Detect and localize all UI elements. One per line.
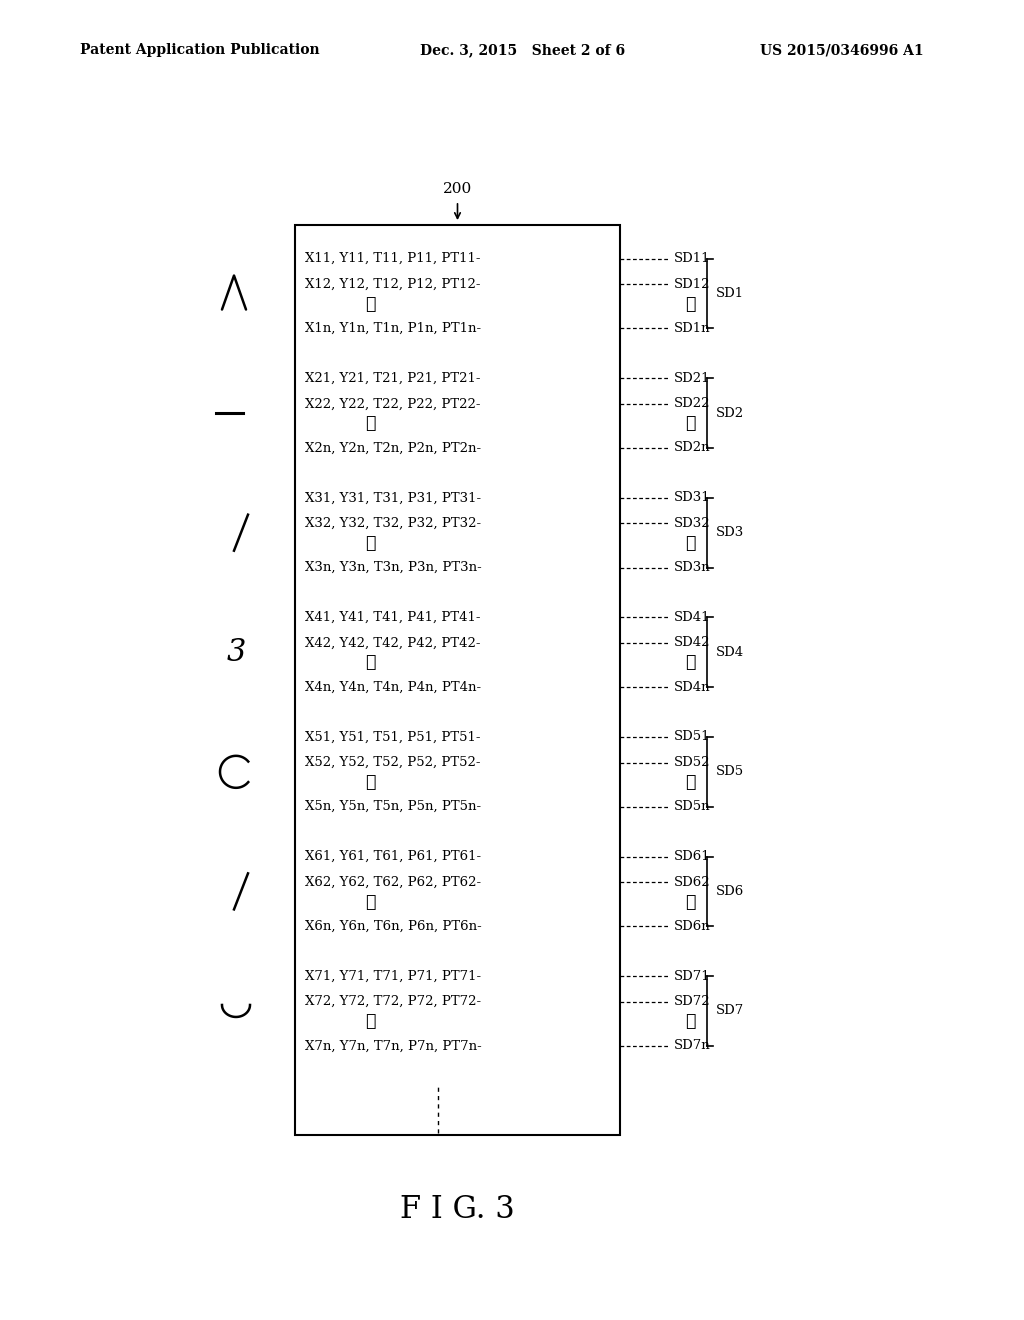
Text: X7n, Y7n, T7n, P7n, PT7n-: X7n, Y7n, T7n, P7n, PT7n- [305,1039,481,1052]
Text: X61, Y61, T61, P61, PT61-: X61, Y61, T61, P61, PT61- [305,850,481,863]
Text: US 2015/0346996 A1: US 2015/0346996 A1 [760,44,924,57]
Text: SD12: SD12 [674,277,711,290]
Text: X11, Y11, T11, P11, PT11-: X11, Y11, T11, P11, PT11- [305,252,480,265]
Text: ⋮: ⋮ [365,655,375,672]
Text: SD7: SD7 [716,1005,744,1018]
Text: X12, Y12, T12, P12, PT12-: X12, Y12, T12, P12, PT12- [305,277,480,290]
Text: X41, Y41, T41, P41, PT41-: X41, Y41, T41, P41, PT41- [305,611,480,624]
Text: ⋮: ⋮ [685,535,695,552]
Text: SD2: SD2 [716,407,744,420]
Text: SD51: SD51 [674,730,711,743]
Text: ⋮: ⋮ [685,774,695,791]
Text: F I G. 3: F I G. 3 [400,1195,515,1225]
Text: ⋮: ⋮ [365,1014,375,1030]
Text: X22, Y22, T22, P22, PT22-: X22, Y22, T22, P22, PT22- [305,397,480,411]
Text: 3: 3 [226,636,246,668]
Text: SD4: SD4 [716,645,744,659]
Text: SD3: SD3 [716,527,744,539]
Text: X71, Y71, T71, P71, PT71-: X71, Y71, T71, P71, PT71- [305,970,481,982]
Text: SD42: SD42 [674,636,711,649]
Text: SD72: SD72 [674,995,711,1008]
Text: SD41: SD41 [674,611,711,624]
Text: SD71: SD71 [674,970,711,982]
Text: SD31: SD31 [674,491,711,504]
Text: SD6n: SD6n [674,920,711,933]
Text: X21, Y21, T21, P21, PT21-: X21, Y21, T21, P21, PT21- [305,372,480,384]
Text: ⋮: ⋮ [685,894,695,911]
Text: SD1: SD1 [716,286,744,300]
Text: ⋮: ⋮ [685,1014,695,1030]
Text: X31, Y31, T31, P31, PT31-: X31, Y31, T31, P31, PT31- [305,491,481,504]
Text: SD6: SD6 [716,884,744,898]
Text: X4n, Y4n, T4n, P4n, PT4n-: X4n, Y4n, T4n, P4n, PT4n- [305,681,481,693]
Text: SD62: SD62 [674,875,711,888]
Text: Patent Application Publication: Patent Application Publication [80,44,319,57]
Text: ⋮: ⋮ [365,535,375,552]
Text: ⋮: ⋮ [365,416,375,432]
Text: SD61: SD61 [674,850,711,863]
Text: X5n, Y5n, T5n, P5n, PT5n-: X5n, Y5n, T5n, P5n, PT5n- [305,800,481,813]
Bar [295,224,620,1135]
Text: SD3n: SD3n [674,561,711,574]
Text: X32, Y32, T32, P32, PT32-: X32, Y32, T32, P32, PT32- [305,517,481,529]
Text: SD4n: SD4n [674,681,711,693]
Text: SD5n: SD5n [674,800,711,813]
Text: ⋮: ⋮ [685,655,695,672]
Text: ⋮: ⋮ [365,894,375,911]
Text: ⋮: ⋮ [685,296,695,313]
Text: 200: 200 [442,182,472,195]
Text: ⋮: ⋮ [685,416,695,432]
Text: X3n, Y3n, T3n, P3n, PT3n-: X3n, Y3n, T3n, P3n, PT3n- [305,561,481,574]
Text: X6n, Y6n, T6n, P6n, PT6n-: X6n, Y6n, T6n, P6n, PT6n- [305,920,481,933]
Text: SD21: SD21 [674,372,711,384]
Text: X72, Y72, T72, P72, PT72-: X72, Y72, T72, P72, PT72- [305,995,481,1008]
Text: X42, Y42, T42, P42, PT42-: X42, Y42, T42, P42, PT42- [305,636,480,649]
Text: SD1n: SD1n [674,322,711,335]
Text: X1n, Y1n, T1n, P1n, PT1n-: X1n, Y1n, T1n, P1n, PT1n- [305,322,481,335]
Text: SD52: SD52 [674,756,711,770]
Text: SD7n: SD7n [674,1039,711,1052]
Text: X62, Y62, T62, P62, PT62-: X62, Y62, T62, P62, PT62- [305,875,481,888]
Text: SD22: SD22 [674,397,711,411]
Text: X52, Y52, T52, P52, PT52-: X52, Y52, T52, P52, PT52- [305,756,480,770]
Text: SD2n: SD2n [674,441,711,454]
Text: ⋮: ⋮ [365,296,375,313]
Text: X51, Y51, T51, P51, PT51-: X51, Y51, T51, P51, PT51- [305,730,480,743]
Text: SD32: SD32 [674,517,711,529]
Text: SD11: SD11 [674,252,711,265]
Text: Dec. 3, 2015   Sheet 2 of 6: Dec. 3, 2015 Sheet 2 of 6 [420,44,625,57]
Text: X2n, Y2n, T2n, P2n, PT2n-: X2n, Y2n, T2n, P2n, PT2n- [305,441,481,454]
Text: SD5: SD5 [716,766,744,779]
Text: ⋮: ⋮ [365,774,375,791]
